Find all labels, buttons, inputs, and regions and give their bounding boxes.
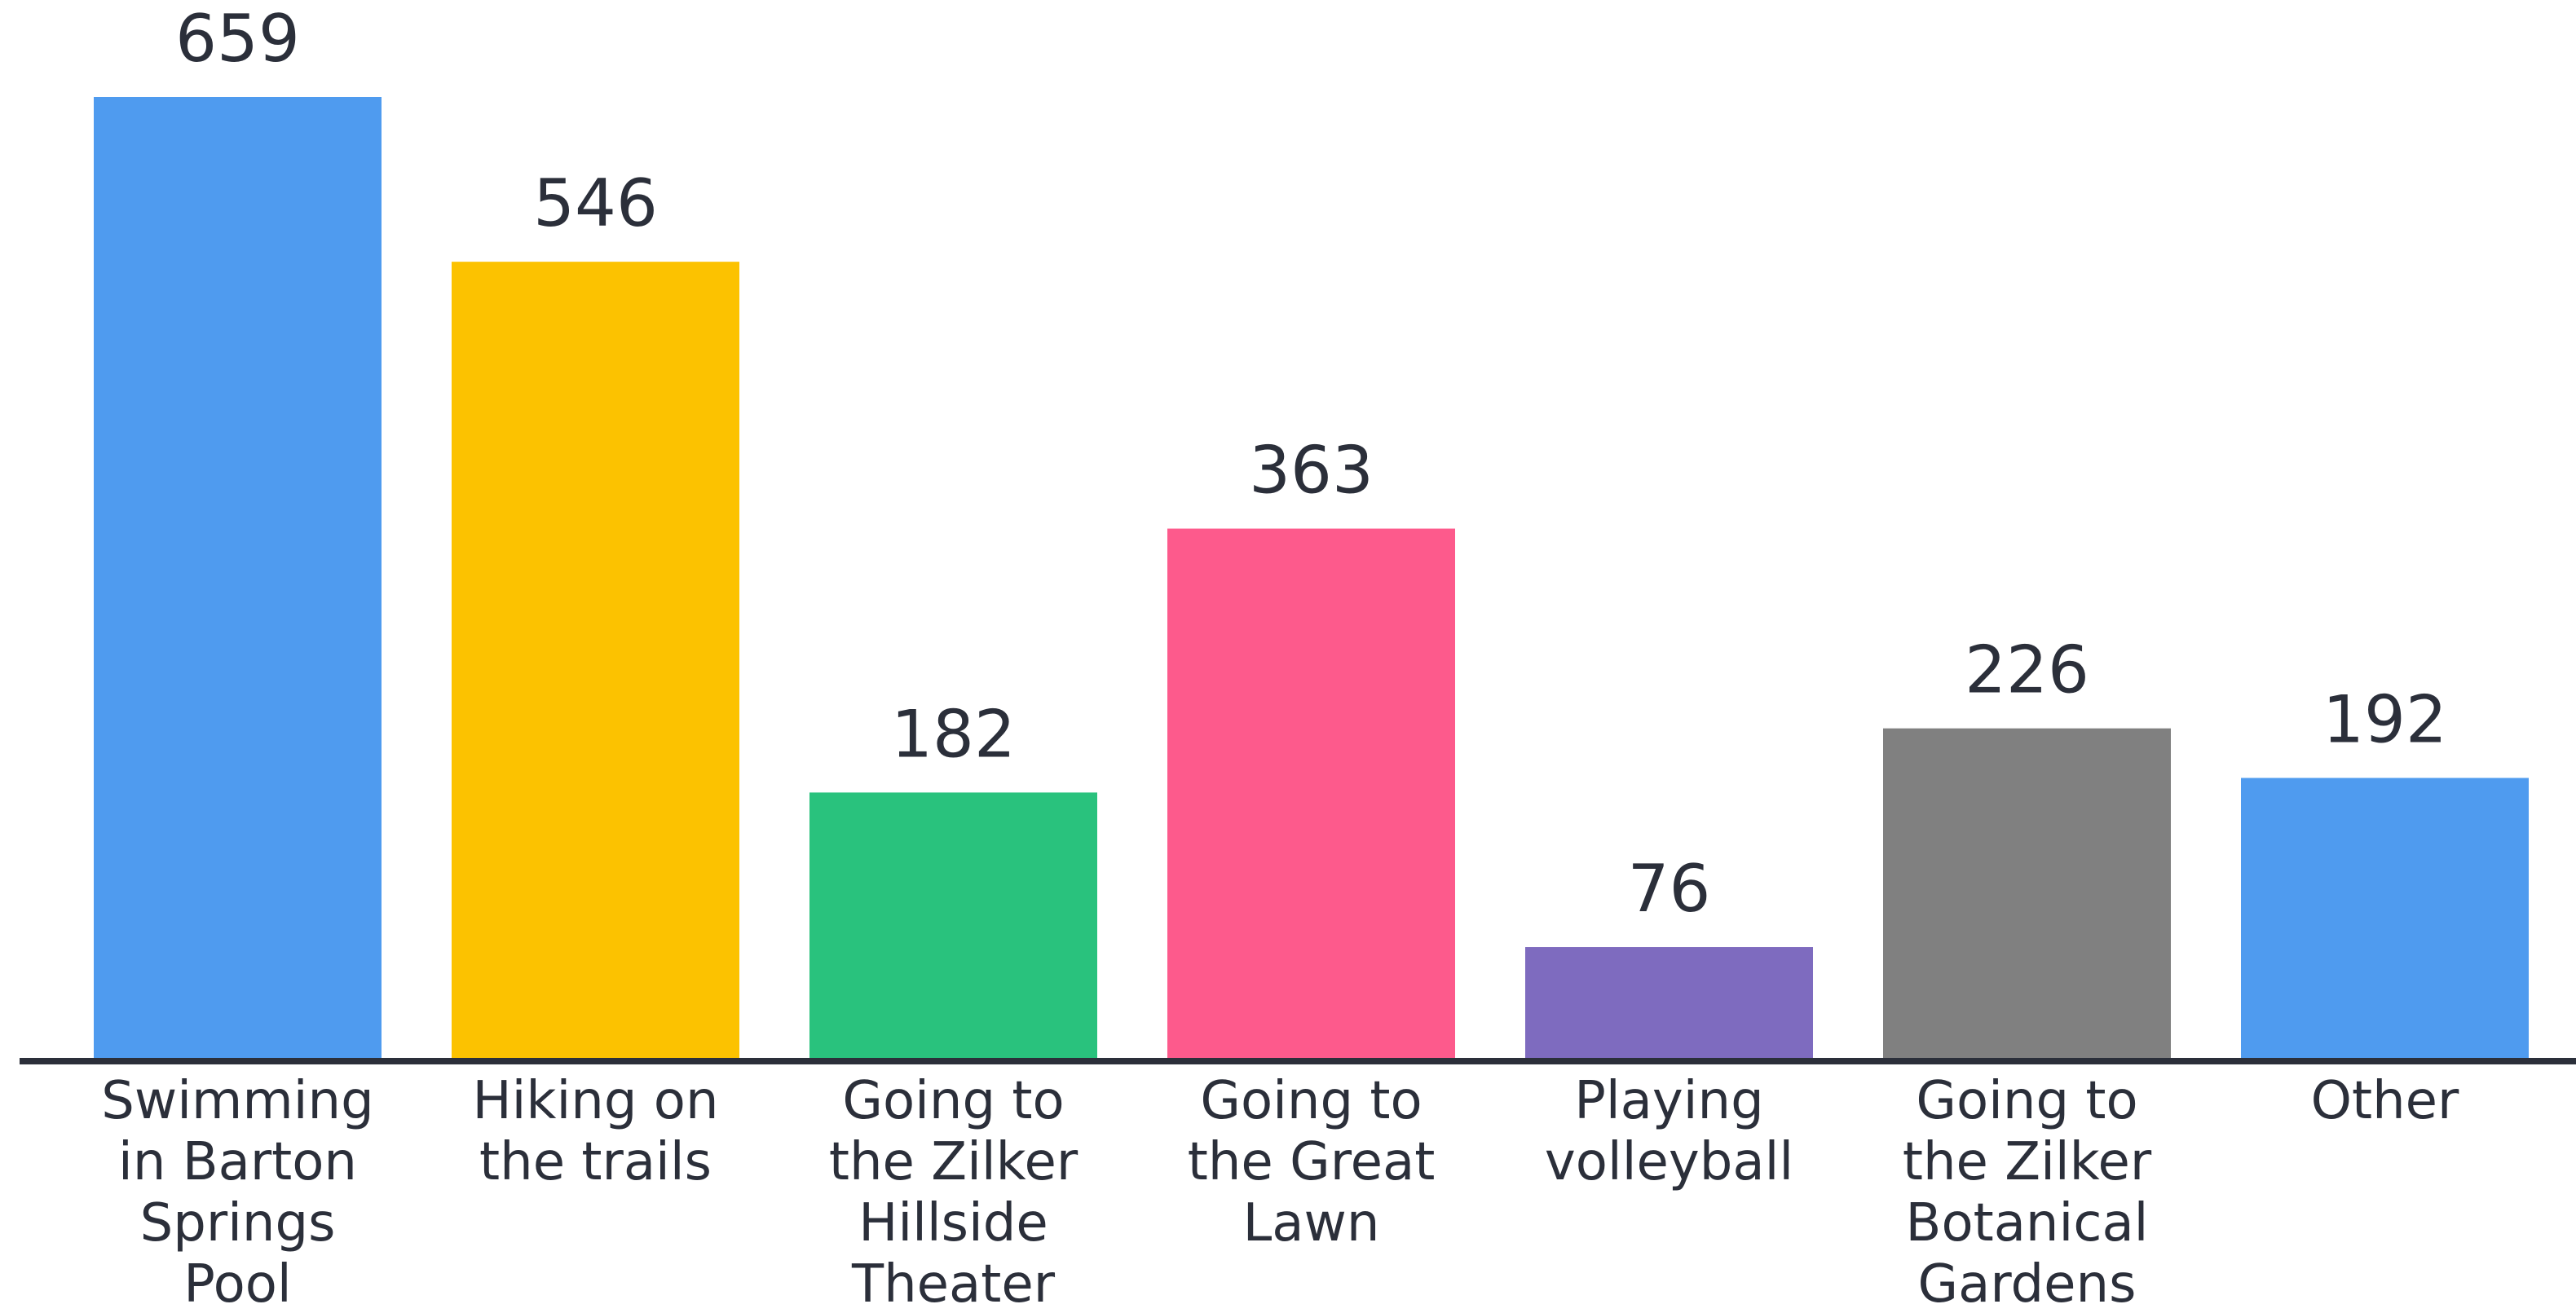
bar (1883, 728, 2171, 1058)
bar (1525, 947, 1813, 1058)
x-tick-label: Hiking on the trails (473, 1071, 719, 1192)
x-tick-label: Swimming in Barton Springs Pool (101, 1071, 373, 1313)
x-tick-label: Going to the Great Lawn (1188, 1071, 1436, 1254)
value-label: 182 (891, 696, 1016, 772)
x-tick-label: Playing volleyball (1545, 1071, 1793, 1192)
bar (809, 792, 1097, 1058)
value-label: 76 (1628, 851, 1711, 927)
value-label: 192 (2322, 681, 2447, 757)
bar (1167, 528, 1455, 1058)
x-tick-label: Other (2311, 1071, 2459, 1131)
value-label: 226 (1965, 632, 2089, 708)
x-tick-label: Going to the Zilker Hillside Theater (829, 1071, 1078, 1313)
value-label: 659 (175, 1, 300, 77)
bar (452, 262, 739, 1058)
x-tick-label: Going to the Zilker Botanical Gardens (1903, 1071, 2152, 1313)
bar (2241, 778, 2529, 1058)
value-label: 546 (533, 165, 658, 241)
bar (94, 97, 382, 1058)
value-label: 363 (1249, 433, 1374, 509)
